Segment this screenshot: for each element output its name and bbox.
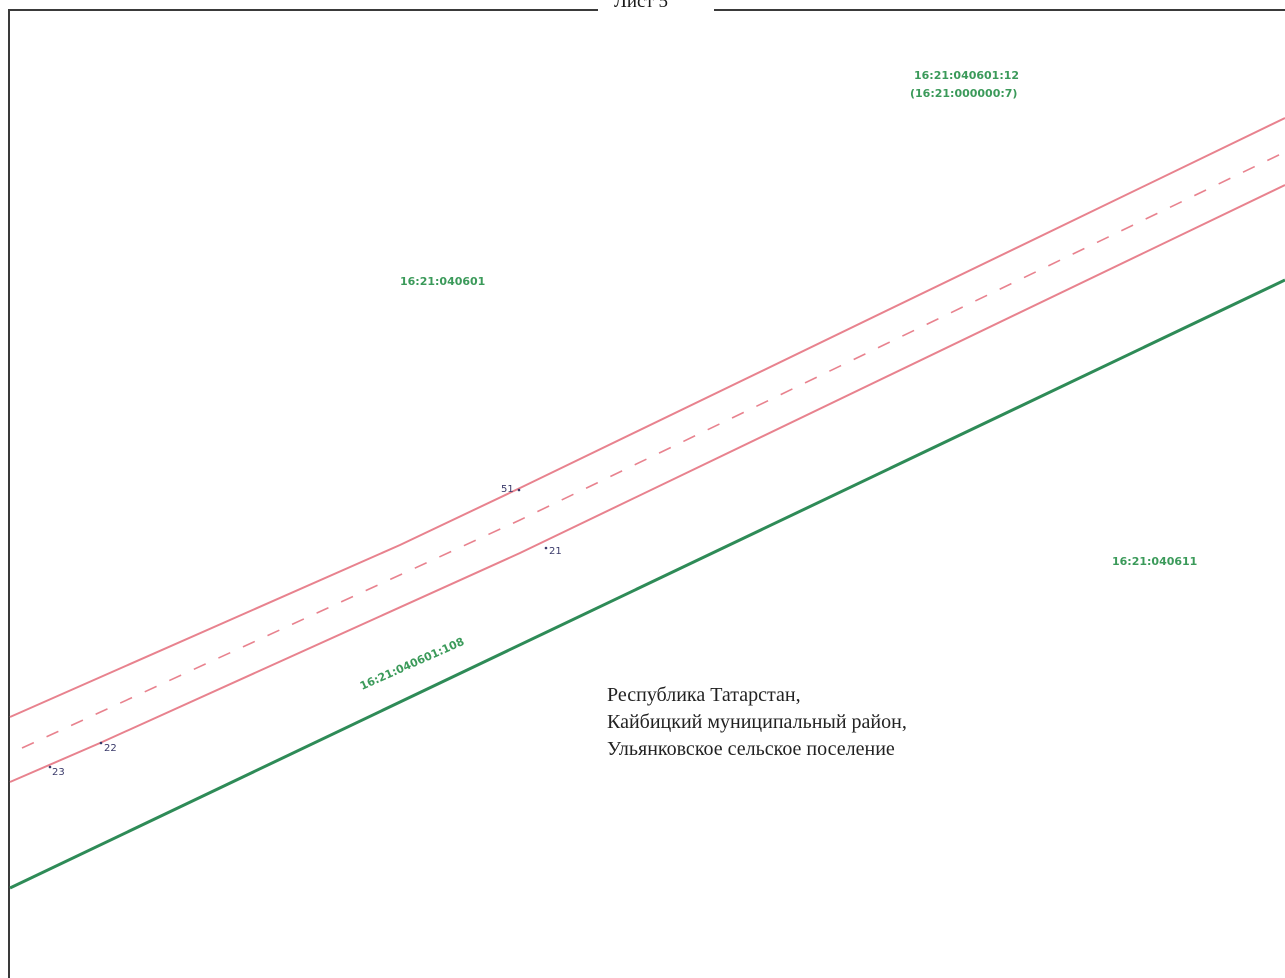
- address-line-3: Ульянковское сельское поселение: [607, 738, 895, 760]
- red-centerline-dashed: [21, 151, 1285, 749]
- address-line-2: Кайбицкий муниципальный район,: [607, 711, 907, 733]
- address-block: Республика Татарстан, Кайбицкий муниципа…: [607, 682, 907, 763]
- quarter-label-left: 16:21:040601: [400, 275, 485, 288]
- point-21-marker: [544, 546, 548, 550]
- sheet-title: Лист 5: [614, 0, 668, 12]
- point-22-marker: [99, 741, 103, 745]
- point-23-label: 23: [52, 767, 65, 778]
- sheet-title-mask: [598, 0, 714, 13]
- point-21-label: 21: [549, 546, 562, 557]
- quarter-label-right: 16:21:040611: [1112, 555, 1197, 568]
- address-line-1: Республика Татарстан,: [607, 684, 801, 706]
- red-boundary-lower: [9, 184, 1285, 783]
- point-23-marker: [48, 765, 52, 769]
- red-boundary-upper: [9, 117, 1285, 718]
- parcel-top-right-parent: (16:21:000000:7): [910, 87, 1017, 100]
- green-parcel-boundary: [9, 278, 1285, 890]
- road-parcel-label: 16:21:040601:108: [358, 635, 466, 693]
- point-51-marker: [517, 488, 521, 492]
- point-51-label: 51: [501, 484, 514, 495]
- parcel-top-right-number: 16:21:040601:12: [914, 69, 1019, 82]
- point-22-label: 22: [104, 743, 117, 754]
- sheet-frame: [8, 9, 1285, 978]
